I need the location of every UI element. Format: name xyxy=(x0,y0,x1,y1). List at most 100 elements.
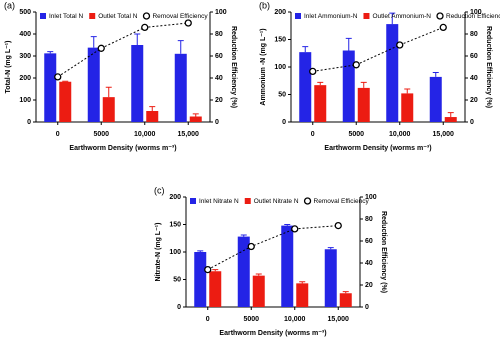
error-bar xyxy=(389,12,396,25)
legend-swatch xyxy=(363,13,370,19)
y-tick-label: 50 xyxy=(278,91,286,98)
legend-label: Removal Efficiency xyxy=(152,13,208,20)
efficiency-point xyxy=(334,221,342,230)
legend-label: Removal Efficiency xyxy=(314,198,370,205)
efficiency-point xyxy=(291,225,299,233)
bar xyxy=(44,53,57,122)
y-tick-label: 0 xyxy=(282,119,286,126)
error-bar xyxy=(197,250,204,252)
legend-label: Inlet Ammonium-N xyxy=(304,13,358,20)
y-tick-label: 0 xyxy=(177,304,181,311)
y-tick-label: 50 xyxy=(173,276,181,283)
y2-tick-label: 100 xyxy=(215,9,227,16)
y-tick-label: 500 xyxy=(19,9,31,16)
x-axis-label: Earthworm Density (worms m⁻³) xyxy=(69,145,176,152)
legend-label: Inlet Nitrate N xyxy=(199,198,239,205)
legend-label: Inlet Total N xyxy=(49,13,84,20)
x-tick-label: 10,000 xyxy=(134,131,156,138)
y-tick-label: 200 xyxy=(274,9,286,16)
x-tick-label: 5000 xyxy=(93,131,109,138)
bar xyxy=(189,116,202,122)
x-tick-label: 5000 xyxy=(348,131,364,138)
y2-tick-label: 80 xyxy=(470,31,478,38)
error-bar xyxy=(192,113,199,117)
y-tick-label: 400 xyxy=(19,31,31,38)
y-tick-label: 0 xyxy=(27,119,31,126)
y2-tick-label: 0 xyxy=(365,304,369,311)
y-axis-label: Total-N (mg L⁻¹) xyxy=(5,41,12,94)
y2-tick-label: 60 xyxy=(470,53,478,60)
efficiency-line xyxy=(312,26,444,72)
y-tick-label: 100 xyxy=(169,249,181,256)
efficiency-line xyxy=(57,22,189,78)
error-bar xyxy=(432,72,439,77)
bar xyxy=(296,283,309,307)
y2-tick-label: 80 xyxy=(215,31,223,38)
legend-swatch xyxy=(40,13,46,19)
error-bar xyxy=(134,33,141,45)
y-tick-label: 200 xyxy=(19,75,31,82)
y2-axis-label: Reduction Efficiency (%) xyxy=(230,26,237,108)
error-bar xyxy=(404,88,411,94)
bar xyxy=(87,47,100,122)
error-bar xyxy=(342,291,349,294)
panel-label: (a) xyxy=(4,0,15,10)
bar xyxy=(339,293,352,307)
y2-tick-label: 20 xyxy=(215,97,223,104)
efficiency-point xyxy=(204,265,212,274)
legend-marker xyxy=(436,12,444,20)
x-tick-label: 15,000 xyxy=(178,131,200,138)
error-bar xyxy=(284,224,291,226)
x-tick-label: 0 xyxy=(56,131,60,138)
bar xyxy=(194,252,207,307)
x-axis-label: Earthworm Density (worms m⁻³) xyxy=(324,145,431,152)
bar xyxy=(237,236,250,307)
bar xyxy=(209,271,222,307)
error-bar xyxy=(212,269,219,272)
y2-tick-label: 40 xyxy=(365,260,373,267)
error-bar xyxy=(447,112,454,118)
bar xyxy=(444,117,457,122)
y-axis-label: Ammonium -N (mg L⁻¹) xyxy=(260,28,267,105)
efficiency-point xyxy=(97,44,105,52)
error-bar xyxy=(317,81,324,86)
bar xyxy=(429,76,442,122)
bar xyxy=(357,87,370,122)
x-tick-label: 0 xyxy=(206,316,210,323)
bar xyxy=(314,85,327,122)
error-bar xyxy=(302,46,309,53)
legend-label: Outlet Nitrate N xyxy=(254,198,299,205)
panel-label: (b) xyxy=(259,0,270,10)
bar xyxy=(299,52,312,122)
bar xyxy=(386,24,399,123)
y-axis-label: Nitrate-N (mg L⁻¹) xyxy=(155,223,162,282)
legend-swatch xyxy=(190,198,196,204)
bar xyxy=(401,93,414,122)
efficiency-point xyxy=(309,67,317,76)
efficiency-point xyxy=(54,73,62,81)
x-axis-label: Earthworm Density (worms m⁻³) xyxy=(219,330,326,337)
efficiency-point xyxy=(352,61,360,69)
bar xyxy=(324,249,337,307)
error-bar xyxy=(90,36,97,48)
error-bar xyxy=(47,51,54,54)
y-tick-label: 100 xyxy=(274,64,286,71)
error-bar xyxy=(240,234,247,237)
x-tick-label: 0 xyxy=(311,131,315,138)
efficiency-point xyxy=(396,41,404,49)
panel-label: (c) xyxy=(154,185,165,195)
legend-swatch xyxy=(244,198,251,204)
y2-tick-label: 20 xyxy=(470,97,478,104)
bar xyxy=(102,97,115,122)
efficiency-point xyxy=(184,19,192,27)
y2-tick-label: 0 xyxy=(215,119,219,126)
bar xyxy=(174,53,187,122)
error-bar xyxy=(299,281,306,284)
x-tick-label: 15,000 xyxy=(328,316,350,323)
error-bar xyxy=(345,37,352,51)
error-bar xyxy=(149,106,156,111)
legend-marker xyxy=(303,197,312,205)
legend-swatch xyxy=(89,13,96,19)
y-tick-label: 150 xyxy=(169,221,181,228)
legend-label: Outlet Ammonium-N xyxy=(372,13,431,20)
